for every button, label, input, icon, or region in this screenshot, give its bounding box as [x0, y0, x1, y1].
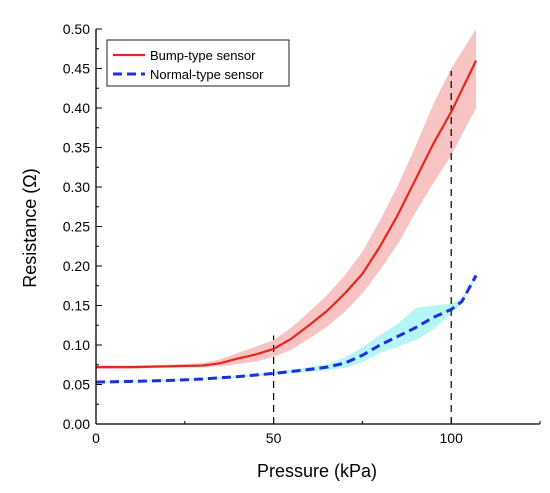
legend-label-bump: Bump-type sensor	[150, 48, 256, 63]
y-axis-title: Resistance (Ω)	[20, 168, 40, 288]
confidence-bands	[96, 29, 477, 383]
series-line-0	[96, 60, 478, 369]
legend: Bump-type sensor Normal-type sensor	[106, 39, 290, 87]
band-1	[96, 273, 477, 383]
y-tick-label-5: 0.25	[63, 219, 90, 235]
y-tick-label-1: 0.05	[63, 377, 90, 393]
x-axis-title: Pressure (kPa)	[257, 461, 377, 481]
legend-label-normal: Normal-type sensor	[150, 67, 264, 82]
series-line-1	[95, 274, 478, 384]
y-tick-label-2: 0.10	[63, 337, 90, 353]
band-0	[96, 29, 477, 369]
series-lines	[95, 60, 478, 384]
y-tick-label-7: 0.35	[63, 140, 90, 156]
y-tick-label-10: 0.50	[63, 21, 90, 37]
y-tick-label-4: 0.20	[63, 258, 90, 274]
x-tick-label-2: 100	[440, 430, 464, 446]
y-tick-label-3: 0.15	[63, 298, 90, 314]
ticks: 0.00 0.05 0.10 0.15 0.20 0.25 0.30 0.35 0.40 0.45…	[63, 21, 541, 446]
legend-box	[106, 39, 290, 87]
x-tick-label-1: 50	[266, 430, 282, 446]
y-tick-label-9: 0.45	[63, 61, 90, 77]
reference-lines	[273, 70, 452, 424]
y-tick-label-0: 0.00	[63, 416, 90, 432]
y-tick-label-6: 0.30	[63, 179, 90, 195]
y-tick-label-8: 0.40	[63, 100, 90, 116]
x-tick-label-0: 0	[92, 430, 100, 446]
